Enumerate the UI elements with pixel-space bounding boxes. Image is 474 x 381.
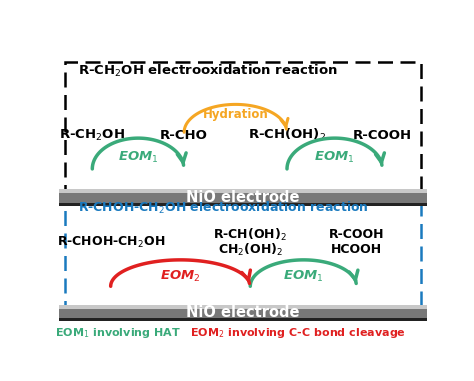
Text: HCOOH: HCOOH xyxy=(331,243,383,256)
Text: R-CH(OH)$_2$: R-CH(OH)$_2$ xyxy=(213,227,287,243)
Text: R-CH$_2$OH: R-CH$_2$OH xyxy=(59,128,125,143)
Bar xyxy=(59,318,427,321)
Text: R-CHOH-CH$_2$OH: R-CHOH-CH$_2$OH xyxy=(56,235,165,250)
Text: R-CH$_2$OH electrooxidation reaction: R-CH$_2$OH electrooxidation reaction xyxy=(78,62,337,79)
Text: EOM$_2$ involving C-C bond cleavage: EOM$_2$ involving C-C bond cleavage xyxy=(190,326,406,339)
FancyBboxPatch shape xyxy=(65,200,421,310)
Text: EOM$_2$: EOM$_2$ xyxy=(160,269,201,284)
Text: R-CH(OH)$_2$: R-CH(OH)$_2$ xyxy=(248,127,326,143)
FancyBboxPatch shape xyxy=(65,62,421,195)
Bar xyxy=(59,189,427,193)
Bar xyxy=(59,193,427,203)
Text: R-CHOH-CH$_2$OH electrooxidation reaction: R-CHOH-CH$_2$OH electrooxidation reactio… xyxy=(78,200,368,216)
Bar xyxy=(59,305,427,309)
Text: R-COOH: R-COOH xyxy=(329,229,384,242)
Text: EOM$_1$ involving HAT: EOM$_1$ involving HAT xyxy=(55,326,181,339)
Bar xyxy=(59,309,427,318)
Text: EOM$_1$: EOM$_1$ xyxy=(314,150,355,165)
Text: R-COOH: R-COOH xyxy=(353,129,412,142)
Text: NiO electrode: NiO electrode xyxy=(186,190,300,205)
Text: EOM$_1$: EOM$_1$ xyxy=(283,269,324,284)
Text: R-CHO: R-CHO xyxy=(160,129,208,142)
Bar xyxy=(59,203,427,206)
Text: EOM$_1$: EOM$_1$ xyxy=(118,150,158,165)
Text: NiO electrode: NiO electrode xyxy=(186,305,300,320)
Text: CH$_2$(OH)$_2$: CH$_2$(OH)$_2$ xyxy=(218,242,283,258)
Text: Hydration: Hydration xyxy=(203,108,268,121)
